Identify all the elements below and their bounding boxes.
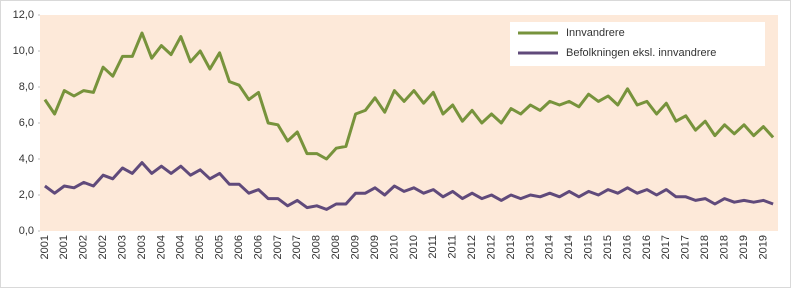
x-tick-label: 2009	[369, 235, 381, 259]
series-line	[44, 161, 774, 211]
legend-label: Befolkningen eksl. innvandrere	[566, 47, 716, 59]
legend: Innvandrere Befolkningen eksl. innvandrer…	[510, 22, 765, 66]
x-tick-label: 2011	[427, 235, 439, 259]
x-tick-label: 2018	[718, 235, 730, 259]
x-tick-label: 2005	[194, 235, 206, 259]
x-tick-label: 2014	[544, 235, 556, 259]
x-tick-label: 2010	[408, 235, 420, 259]
x-tick-label: 2007	[291, 235, 303, 259]
x-tick-label: 2004	[155, 235, 167, 259]
x-tick-label: 2018	[699, 235, 711, 259]
x-tick-label: 2015	[602, 235, 614, 259]
x-tick-label: 2015	[583, 235, 595, 259]
y-tick-label: 8,0	[19, 81, 34, 93]
x-tick-label: 2008	[330, 235, 342, 259]
x-tick-label: 2006	[252, 235, 264, 259]
x-tick-label: 2002	[78, 235, 90, 259]
x-tick-label: 2002	[97, 235, 109, 259]
y-tick-label: 12,0	[13, 9, 34, 21]
x-tick-label: 2007	[272, 235, 284, 259]
x-tick-label: 2012	[466, 235, 478, 259]
y-tick-label: 6,0	[19, 117, 34, 129]
y-tick-label: 0,0	[19, 225, 34, 237]
legend-box	[510, 22, 765, 66]
x-tick-label: 2008	[311, 235, 323, 259]
x-tick-label: 2010	[388, 235, 400, 259]
x-tick-label: 2019	[738, 235, 750, 259]
y-tick-label: 2,0	[19, 189, 34, 201]
x-tick-label: 2019	[757, 235, 769, 259]
x-tick-label: 2006	[233, 235, 245, 259]
x-tick-label: 2017	[660, 235, 672, 259]
x-tick-label: 2012	[485, 235, 497, 259]
x-tick-label: 2016	[621, 235, 633, 259]
x-tick-label: 2009	[349, 235, 361, 259]
x-tick-label: 2001	[39, 235, 51, 259]
x-tick-label: 2004	[175, 235, 187, 259]
x-tick-label: 2001	[58, 235, 70, 259]
x-tick-label: 2005	[214, 235, 226, 259]
x-tick-label: 2003	[136, 235, 148, 259]
series-line	[43, 31, 775, 161]
y-tick-label: 4,0	[19, 153, 34, 165]
x-tick-label: 2011	[447, 235, 459, 259]
x-tick-label: 2013	[505, 235, 517, 259]
y-tick-label: 10,0	[13, 45, 34, 57]
x-tick-label: 2014	[563, 235, 575, 259]
x-tick-label: 2017	[680, 235, 692, 259]
x-tick-label: 2003	[116, 235, 128, 259]
x-tick-label: 2013	[524, 235, 536, 259]
legend-label: Innvandrere	[566, 27, 625, 39]
x-tick-label: 2016	[641, 235, 653, 259]
